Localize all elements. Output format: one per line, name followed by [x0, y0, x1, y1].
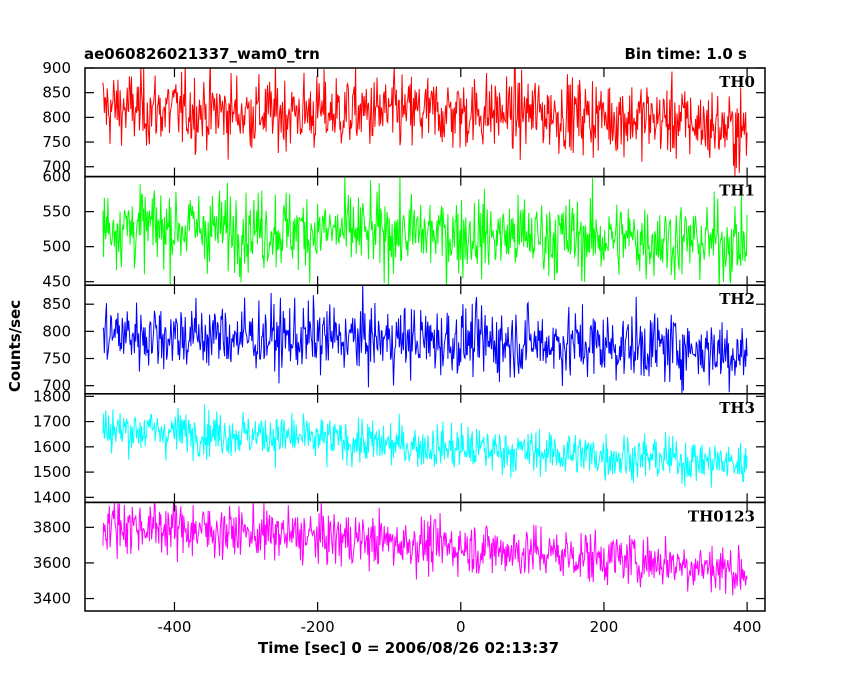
panel-label-th0123: TH0123 — [688, 507, 755, 525]
y-tick-label: 800 — [42, 322, 71, 340]
x-tick-label: -400 — [157, 618, 191, 636]
y-tick-label: 600 — [42, 168, 71, 186]
y-tick-label: 1500 — [33, 463, 71, 481]
x-tick-label: 200 — [590, 618, 619, 636]
y-tick-label: 3800 — [33, 518, 71, 536]
y-tick-label: 1800 — [33, 387, 71, 405]
y-tick-label: 1700 — [33, 413, 71, 431]
lightcurve-th1 — [102, 176, 748, 286]
y-axis-label: Counts/sec — [6, 299, 24, 393]
lightcurve-th2 — [102, 285, 748, 394]
y-tick-label: 450 — [42, 273, 71, 291]
y-tick-label: 1400 — [33, 488, 71, 506]
y-tick-label: 3600 — [33, 554, 71, 572]
panel-label-th0: TH0 — [719, 73, 755, 91]
bin-time-label: Bin time: 1.0 s — [624, 45, 747, 63]
y-tick-label: 1600 — [33, 438, 71, 456]
lightcurve-th0 — [102, 68, 748, 176]
panel-frame-th0 — [84, 67, 766, 178]
y-tick-label: 850 — [42, 295, 71, 313]
chart-title: ae060826021337_wam0_trn — [84, 45, 320, 63]
panel-label-th1: TH1 — [719, 182, 755, 200]
y-tick-label: 750 — [42, 133, 71, 151]
panel-label-th2: TH2 — [719, 290, 755, 308]
x-tick-label: 400 — [733, 618, 762, 636]
y-tick-label: 700 — [42, 158, 71, 176]
y-tick-label: 700 — [42, 377, 71, 395]
panel-frame-th0123 — [84, 501, 766, 612]
y-tick-label: 900 — [42, 59, 71, 77]
lightcurve-th3 — [102, 404, 748, 488]
lightcurve-th0123 — [102, 502, 748, 596]
y-tick-label: 3400 — [33, 590, 71, 608]
x-tick-label: -200 — [301, 618, 335, 636]
y-tick-label: 850 — [42, 84, 71, 102]
panel-label-th3: TH3 — [719, 399, 755, 417]
y-tick-label: 550 — [42, 203, 71, 221]
y-tick-label: 750 — [42, 350, 71, 368]
y-tick-label: 800 — [42, 108, 71, 126]
y-tick-label: 500 — [42, 238, 71, 256]
x-axis-label: Time [sec] 0 = 2006/08/26 02:13:37 — [258, 639, 560, 657]
x-tick-label: 0 — [456, 618, 466, 636]
